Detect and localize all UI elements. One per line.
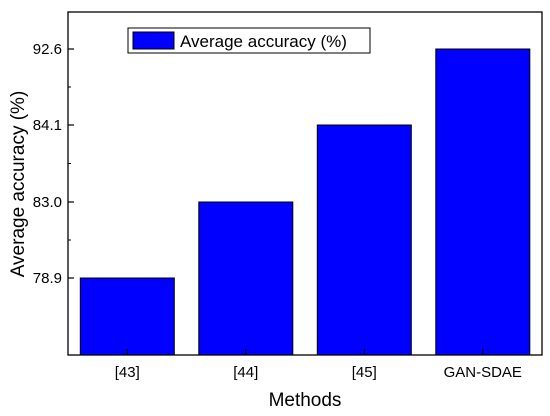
x-tick-label: GAN-SDAE <box>444 364 522 381</box>
x-axis-title: Methods <box>269 390 342 411</box>
legend: Average accuracy (%) <box>127 27 371 54</box>
y-tick-label: 84.1 <box>33 117 62 134</box>
bar-gan-sdae <box>435 48 531 356</box>
y-tick-label: 78.9 <box>33 270 62 287</box>
bar-45 <box>316 124 412 356</box>
x-tick-label: [44] <box>233 364 258 381</box>
y-tick-label: 83.0 <box>33 194 62 211</box>
bar-44 <box>198 201 294 356</box>
plot-frame <box>67 11 543 356</box>
y-tick-label: 92.6 <box>33 41 62 58</box>
legend-label: Average accuracy (%) <box>180 32 347 51</box>
x-tick-label: [43] <box>115 364 140 381</box>
x-tick-label: [45] <box>352 364 377 381</box>
x-axis: [43] [44] [45] GAN-SDAE <box>115 349 522 381</box>
bar-43 <box>79 277 175 356</box>
y-axis-title: Average accuracy (%) <box>8 91 29 278</box>
y-axis: 78.9 83.0 84.1 92.6 <box>33 41 74 287</box>
bars-layer <box>79 48 531 356</box>
legend-swatch <box>132 31 175 50</box>
